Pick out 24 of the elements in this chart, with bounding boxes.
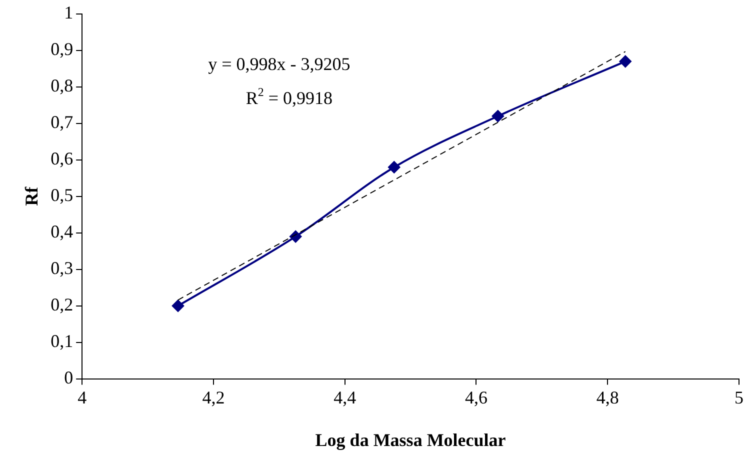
y-tick-label: 0,8	[50, 76, 74, 96]
y-tick-label: 0,2	[50, 294, 74, 315]
point	[172, 300, 184, 312]
x-axis-title: Log da Massa Molecular	[315, 430, 506, 450]
y-tick-label: 0	[64, 368, 74, 388]
y-tick-label: 0,4	[50, 222, 74, 242]
y-tick-label: 1	[64, 2, 74, 23]
point	[388, 161, 400, 174]
x-tick-label: 5	[734, 387, 744, 408]
x-tick-label: 4	[78, 387, 87, 408]
point	[619, 55, 632, 68]
annotation: y = 0,998x - 3,9205	[208, 54, 350, 74]
x-tick-label: 4,8	[596, 387, 619, 408]
y-axis-title: Rf	[21, 186, 42, 206]
point	[492, 110, 504, 122]
x-tick-label: 4,4	[334, 387, 356, 408]
y-tick-label: 0,1	[50, 331, 74, 352]
y-tick-label: 0,7	[50, 112, 74, 132]
x-tick-label: 4,2	[202, 387, 225, 408]
x-tick-label: 4,6	[464, 387, 488, 408]
y-tick-label: 0,6	[50, 148, 74, 169]
y-tick-label: 0,3	[50, 258, 74, 278]
y-tick-label: 0,5	[50, 185, 74, 206]
y-tick-label: 0,9	[50, 39, 74, 60]
